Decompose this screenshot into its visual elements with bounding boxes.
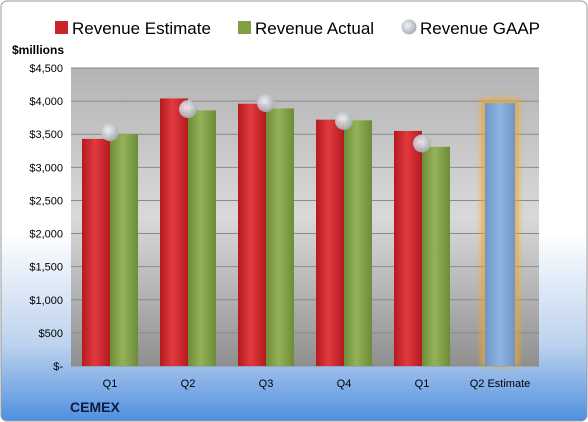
bars <box>82 98 519 366</box>
x-axis-ticks: Q1 Q2 Q3 Q4 Q1 Q2 Estimate <box>103 378 531 390</box>
x-tick-label: Q4 <box>337 378 352 390</box>
legend-swatch-gaap <box>401 19 417 35</box>
bar-revenue-actual <box>266 108 294 366</box>
company-label: CEMEX <box>70 399 120 415</box>
bar-revenue-estimate <box>394 130 422 366</box>
y-tick-label: $- <box>53 361 63 373</box>
y-axis-title: $millions <box>12 43 64 57</box>
bar-revenue-estimate <box>82 138 110 366</box>
x-tick-label: Q3 <box>259 378 274 390</box>
legend-label-actual: Revenue Actual <box>255 19 374 38</box>
gaap-marker <box>335 111 353 130</box>
legend-swatch-actual <box>238 21 251 34</box>
gaap-marker <box>101 123 119 142</box>
gaap-marker <box>257 94 275 113</box>
bar-revenue-actual <box>110 134 138 366</box>
plot-area <box>71 68 539 366</box>
gaap-marker <box>179 100 197 119</box>
y-tick-label: $3,000 <box>29 162 63 174</box>
y-tick-label: $4,000 <box>29 96 63 108</box>
y-tick-label: $3,500 <box>29 129 63 141</box>
bar-revenue-estimate <box>238 103 266 366</box>
legend-label-gaap: Revenue GAAP <box>420 19 540 38</box>
legend-label-estimate: Revenue Estimate <box>72 19 211 38</box>
bar-revenue-estimate <box>160 98 188 366</box>
y-tick-label: $2,000 <box>29 229 63 241</box>
x-tick-label: Q2 <box>181 378 196 390</box>
bar-q2-estimate <box>485 103 515 366</box>
gridlines <box>71 67 539 367</box>
bar-revenue-estimate <box>316 119 344 366</box>
y-tick-label: $1,500 <box>29 262 63 274</box>
x-tick-label: Q1 <box>415 378 430 390</box>
y-tick-label: $1,000 <box>29 295 63 307</box>
x-tick-label: Q1 <box>103 378 118 390</box>
legend-swatch-estimate <box>55 21 68 34</box>
y-tick-label: $4,500 <box>29 63 63 75</box>
legend: Revenue Estimate Revenue Actual Revenue … <box>55 19 540 38</box>
bar-revenue-actual <box>188 110 216 366</box>
gaap-marker <box>413 134 431 153</box>
bar-revenue-actual <box>422 146 450 366</box>
y-axis-ticks: $- $500 $1,000 $1,500 $2,000 $2,500 $3,000 $3,5… <box>29 63 63 373</box>
x-tick-label: Q2 Estimate <box>470 378 531 390</box>
y-tick-label: $2,500 <box>29 195 63 207</box>
y-tick-label: $500 <box>39 328 63 340</box>
bar-revenue-actual <box>344 120 372 366</box>
gaap-markers <box>101 94 431 153</box>
